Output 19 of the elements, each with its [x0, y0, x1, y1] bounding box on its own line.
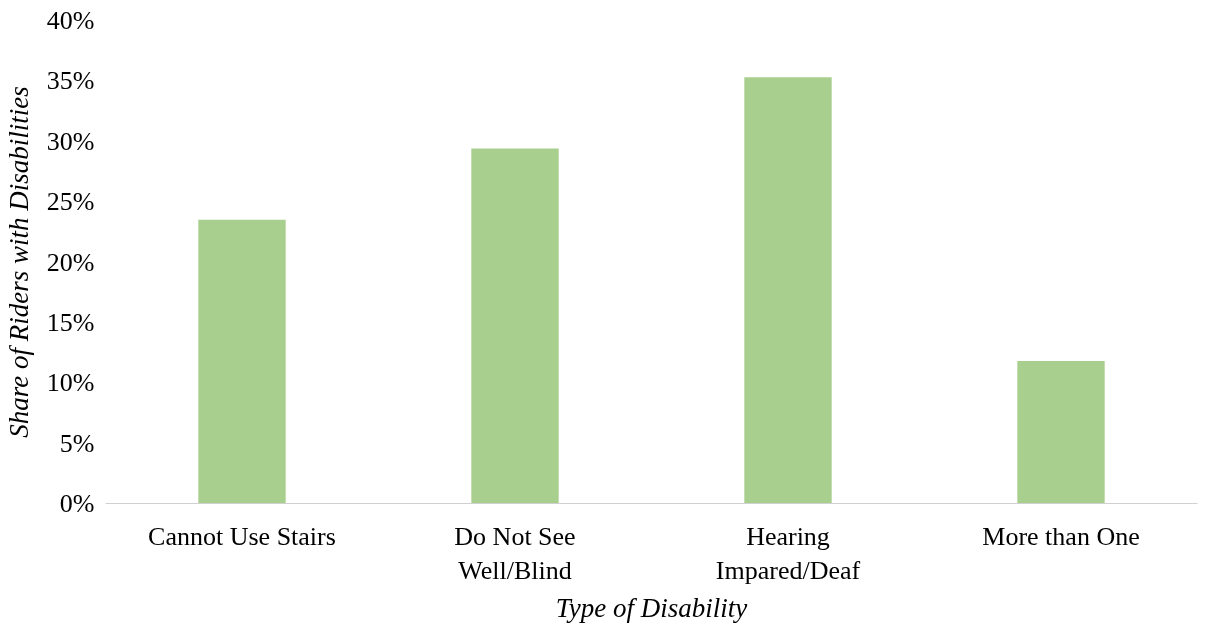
- bar: [471, 148, 559, 504]
- y-tick-label: 35%: [46, 66, 95, 96]
- x-tick-label: Cannot Use Stairs: [148, 521, 336, 551]
- y-tick-label: 15%: [46, 307, 95, 337]
- y-tick-label: 20%: [46, 247, 95, 277]
- bar: [744, 77, 832, 504]
- x-axis-title: Type of Disability: [555, 593, 748, 624]
- y-tick-label: 10%: [46, 368, 95, 398]
- y-tick-label: 5%: [59, 428, 95, 458]
- y-tick-label: 40%: [46, 6, 95, 35]
- x-tick-label: More than One: [982, 521, 1140, 551]
- x-tick-label: Do Not See Well/Blind: [454, 521, 576, 586]
- bar: [1017, 361, 1105, 504]
- bar: [198, 219, 286, 504]
- y-tick-label: 30%: [46, 126, 95, 156]
- x-tick-label: Hearing Impared/Deaf: [715, 521, 861, 586]
- y-axis-title: Share of Riders with Disabilities: [3, 86, 34, 438]
- y-tick-label: 25%: [46, 187, 95, 217]
- y-tick-label: 0%: [59, 489, 95, 518]
